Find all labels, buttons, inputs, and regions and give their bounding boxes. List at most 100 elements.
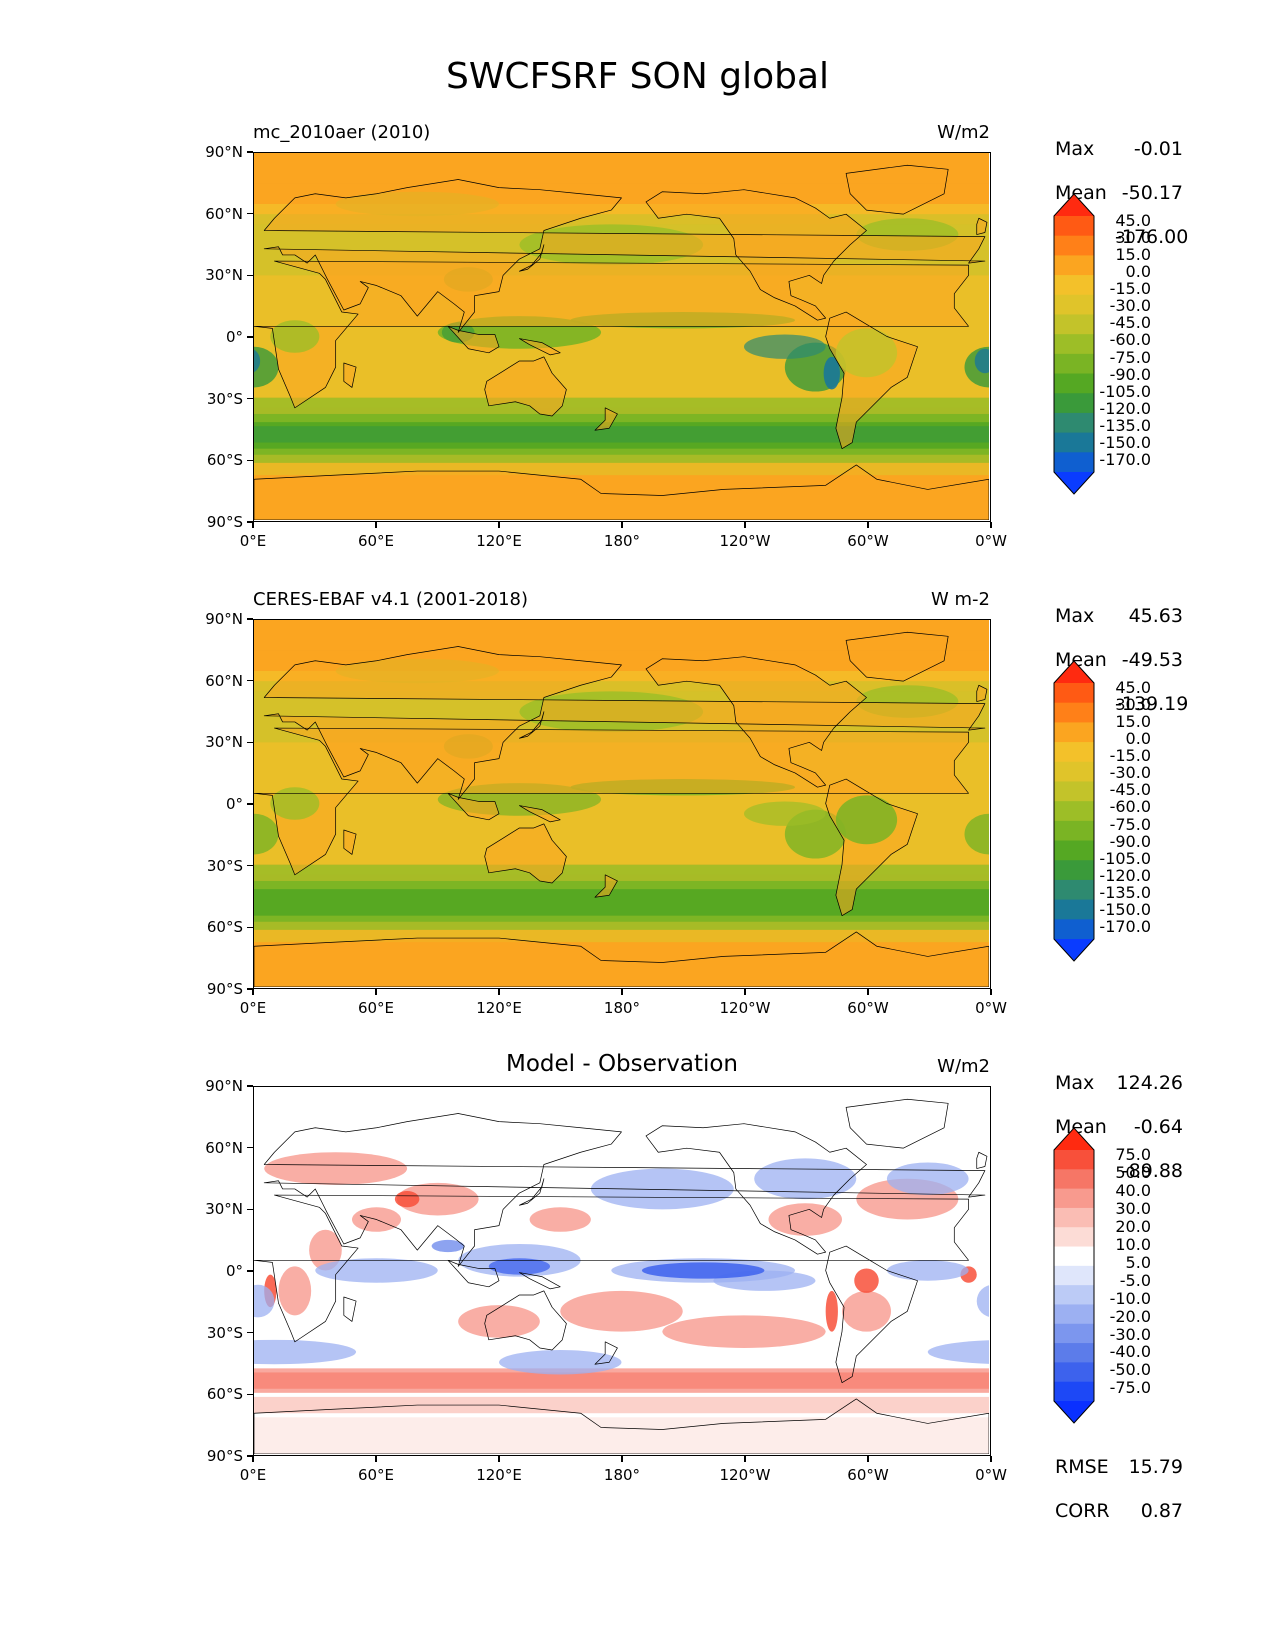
colorbar-label: -75.0 [1109,347,1151,367]
lon-tick [621,522,623,528]
lon-tick-label: 0°E [239,532,267,550]
colorbar-label: -135.0 [1099,882,1151,902]
lat-tick-label: 90°S [206,513,243,531]
lat-tick-label: 90°S [206,980,243,998]
lat-tick-label: 60°S [206,1385,243,1404]
colorbar-label: -150.0 [1099,899,1151,919]
colorbar-label: 15.0 [1115,245,1151,265]
stat-mean-label: Mean [1055,182,1107,204]
panel-1-map [253,152,991,522]
lon-tick-label: 0°E [239,1466,267,1484]
lon-tick [375,989,377,995]
panel-2-units: W m-2 [930,589,990,610]
stat-max: 45.63 [1128,605,1183,627]
panel-3-map [253,1086,991,1456]
lon-tick-label: 60°E [357,1466,395,1484]
coastlines [254,164,989,520]
lon-tick [990,989,992,995]
map-field [254,1087,989,1454]
lat-tick [247,274,253,277]
lat-tick [247,926,253,929]
lon-tick [621,1456,623,1462]
lat-tick [247,212,253,215]
stat-max: -0.01 [1133,138,1183,160]
lon-tick [375,1456,377,1462]
lat-tick [247,1085,253,1087]
colorbar-svg [1053,193,1095,495]
lon-tick [252,1456,254,1462]
lon-tick [744,1456,746,1462]
lon-tick-label: 120°W [719,1466,771,1484]
panel-2-map [253,619,991,989]
lon-tick-label: 0°E [239,999,267,1017]
stat-min: -89.88 [1121,1160,1183,1182]
lon-tick-label: 60°W [847,999,889,1017]
panel-1-stats: Max-0.01 Mean-50.17 Min-176.00 [1055,116,1188,270]
colorbar-label: 30.0 [1115,1199,1151,1219]
stat-max: 124.26 [1116,1072,1183,1094]
lat-tick-label: 60°S [206,451,243,470]
colorbar-label: -75.0 [1109,1378,1151,1398]
lat-tick-label: 30°S [206,856,243,875]
colorbar-label: -15.0 [1109,279,1151,299]
colorbar-label: -45.0 [1109,313,1151,333]
lon-tick-label: 120°E [476,999,522,1017]
stat-mean-label: Mean [1055,649,1107,671]
colorbar-label: -50.0 [1109,1360,1151,1380]
lat-tick-label: 90°N [205,143,243,161]
lat-tick-label: 90°S [206,1447,243,1465]
lat-tick-label: 30°S [206,1323,243,1342]
colorbar-label: -40.0 [1109,1342,1151,1362]
lon-tick [375,522,377,528]
lon-tick [744,989,746,995]
colorbar-label: -5.0 [1119,1270,1151,1290]
colorbar-label: 75.0 [1115,1145,1151,1165]
lon-tick [498,1456,500,1462]
lat-tick [247,1455,253,1457]
stat-max-label: Max [1055,605,1095,627]
lon-tick-label: 120°E [476,1466,522,1484]
panel-3-units: W/m2 [937,1056,990,1077]
colorbar-label: -15.0 [1109,746,1151,766]
stat-mean: -0.64 [1133,1116,1183,1138]
lat-tick [247,988,253,990]
contour-field [254,1087,989,1454]
lat-tick-label: 30°N [205,733,243,752]
lon-tick-label: 180° [603,1466,641,1484]
stat-rmse-label: RMSE [1055,1456,1109,1478]
lat-tick-label: 30°N [205,266,243,285]
lon-tick-label: 60°W [847,532,889,550]
panel-3-colorbar: 75.0 50.0 40.0 30.0 20.0 10.0 5.0 -5.0 -10.0 -20.… [1053,1127,1173,1424]
lat-tick [247,741,253,744]
panel-3-title: Model - Observation [505,1051,739,1077]
panel-3-extra-stats: RMSE 15.79 CORR 0.87 [1055,1434,1183,1544]
colorbar-label: 0.0 [1125,262,1151,282]
lat-tick-label: 0° [225,328,243,346]
lon-tick-label: 180° [603,532,641,550]
colorbar-label: -170.0 [1099,916,1151,936]
lat-tick [247,1146,253,1149]
lat-tick-label: 90°N [205,1077,243,1095]
colorbar-label: 45.0 [1115,677,1151,697]
lon-tick [990,522,992,528]
panel-1-title: mc_2010aer (2010) [253,122,431,143]
colorbar-svg [1053,1127,1095,1424]
stat-max-label: Max [1055,1072,1095,1094]
coastlines [254,631,989,987]
colorbar-label: -120.0 [1099,865,1151,885]
lon-tick-label: 0°W [975,999,1007,1017]
colorbar-label: -10.0 [1109,1288,1151,1308]
lat-tick [247,803,253,805]
stat-mean: -49.53 [1121,649,1183,671]
lat-tick-label: 0° [225,1262,243,1280]
colorbar-label: 0.0 [1125,729,1151,749]
colorbar-label: -60.0 [1109,330,1151,350]
lon-tick-label: 0°W [975,1466,1007,1484]
lat-tick-label: 30°N [205,1200,243,1219]
colorbar-label: -170.0 [1099,449,1151,469]
lon-tick-label: 120°W [719,999,771,1017]
colorbar-svg [1053,660,1095,962]
colorbar-label: -90.0 [1109,364,1151,384]
colorbar-label: -90.0 [1109,831,1151,851]
lon-tick [498,522,500,528]
